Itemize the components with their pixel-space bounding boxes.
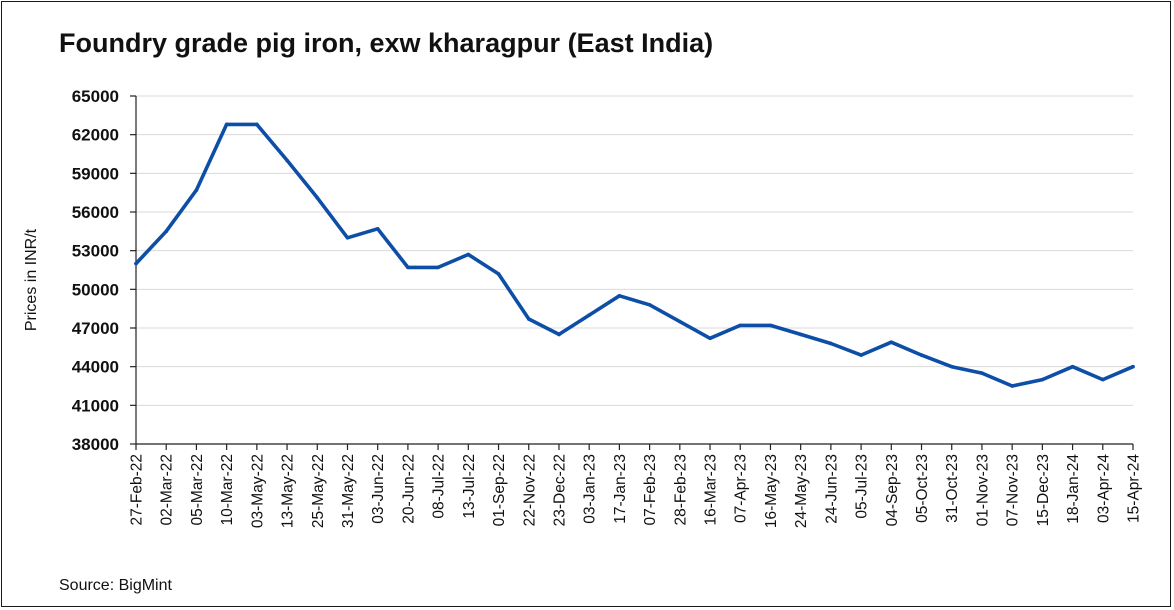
x-tick-label: 31-May-22	[340, 454, 357, 528]
data-point	[980, 371, 984, 375]
series-line	[134, 122, 1135, 388]
chart-title: Foundry grade pig iron, exw kharagpur (E…	[59, 28, 714, 58]
x-tick-label: 08-Jul-22	[431, 454, 448, 519]
x-tick-label: 10-Mar-22	[219, 454, 236, 526]
y-tick-label: 59000	[72, 164, 119, 183]
x-tick-label: 13-May-22	[280, 454, 297, 528]
x-tick-label: 24-Jun-23	[823, 454, 840, 524]
data-point	[738, 323, 743, 328]
data-point	[375, 226, 380, 231]
data-point	[798, 332, 803, 337]
data-point	[134, 261, 138, 266]
data-point	[919, 353, 924, 357]
data-point	[315, 196, 320, 200]
data-point	[1040, 377, 1045, 382]
x-tick-label: 27-Feb-22	[129, 454, 146, 526]
x-tick-label: 20-Jun-22	[400, 454, 417, 524]
x-tick-label: 05-Jul-23	[854, 454, 871, 519]
x-tick-label: 28-Feb-23	[672, 454, 689, 526]
data-point	[647, 303, 652, 307]
y-tick-label: 41000	[72, 396, 119, 415]
y-axis-label: Prices in INR/t	[23, 228, 40, 331]
axes	[130, 95, 1134, 450]
source-note: Source: BigMint	[59, 577, 172, 594]
x-tick-label: 05-Mar-22	[189, 454, 206, 526]
data-point	[164, 229, 169, 234]
data-point	[557, 332, 561, 337]
y-tick-label: 56000	[72, 203, 119, 222]
y-tick-label: 38000	[72, 435, 119, 454]
data-point	[526, 317, 531, 321]
x-tick-label: 01-Nov-23	[974, 454, 991, 526]
y-tick-label: 62000	[72, 126, 119, 145]
data-point	[949, 364, 954, 369]
x-tick-label: 04-Sep-23	[884, 454, 901, 526]
data-point	[768, 323, 773, 328]
x-tick-label: 01-Sep-22	[491, 454, 508, 526]
x-tick-label: 05-Oct-23	[914, 454, 931, 523]
x-tick-label: 15-Dec-23	[1035, 454, 1052, 526]
data-point	[1100, 377, 1105, 382]
y-tick-label: 47000	[72, 319, 119, 338]
data-point	[496, 272, 501, 276]
x-tick-label: 24-May-23	[793, 454, 810, 528]
data-point	[224, 122, 229, 127]
data-point	[678, 319, 682, 324]
data-point	[466, 252, 471, 257]
x-tick-label: 15-Apr-24	[1126, 454, 1143, 523]
data-point	[1010, 384, 1014, 388]
x-tick-label: 25-May-22	[310, 454, 327, 528]
x-tick-label: 03-May-22	[249, 454, 266, 528]
data-point	[617, 293, 622, 298]
data-point	[859, 353, 863, 357]
data-point	[889, 340, 894, 344]
x-tick-label: 03-Apr-24	[1095, 454, 1112, 523]
data-point	[587, 313, 591, 317]
x-tick-label: 07-Nov-23	[1005, 454, 1022, 526]
x-tick-label: 23-Dec-22	[551, 454, 568, 526]
x-tick-label: 07-Apr-23	[733, 454, 750, 523]
data-point	[285, 158, 289, 163]
data-point	[1131, 364, 1135, 369]
x-tick-label: 02-Mar-22	[159, 454, 176, 526]
data-point	[345, 235, 350, 240]
x-tick-label: 03-Jun-22	[370, 454, 387, 524]
x-tick-label: 13-Jul-22	[461, 454, 478, 519]
series	[134, 122, 1135, 388]
data-point	[194, 188, 199, 192]
data-point	[406, 265, 410, 270]
x-tick-label: 22-Nov-22	[521, 454, 538, 526]
x-tick-label: 31-Oct-23	[944, 454, 961, 523]
data-point	[829, 341, 833, 346]
y-tick-labels: 38000 41000 44000 47000 50000 53000 56000 59000…	[72, 87, 119, 454]
gridlines	[136, 95, 1133, 406]
x-tick-label: 17-Jan-23	[612, 454, 629, 524]
y-tick-label: 65000	[72, 87, 119, 106]
x-tick-label: 16-Mar-23	[703, 454, 720, 526]
x-tick-label: 18-Jan-24	[1065, 454, 1082, 524]
data-point	[255, 122, 259, 127]
data-point	[436, 265, 440, 270]
x-tick-label: 16-May-23	[763, 454, 780, 528]
x-tick-label: 03-Jan-23	[582, 454, 599, 524]
x-tick-label: 07-Feb-23	[642, 454, 659, 526]
data-point	[708, 336, 712, 341]
y-tick-label: 50000	[72, 280, 119, 299]
x-tick-labels: 27-Feb-22 02-Mar-22 05-Mar-22 10-Mar-22 03-M…	[129, 454, 1143, 528]
y-tick-label: 53000	[72, 242, 119, 261]
data-point	[1070, 364, 1075, 369]
y-tick-label: 44000	[72, 358, 119, 377]
